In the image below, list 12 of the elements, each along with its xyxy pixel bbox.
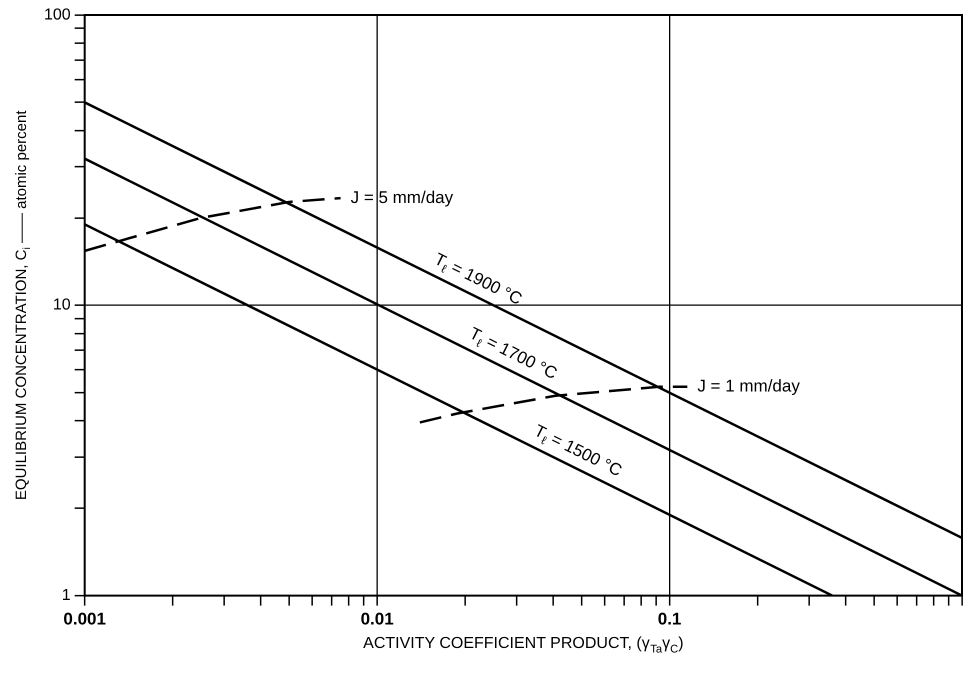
y-axis-title: EQUILIBRIUM CONCENTRATION, Ci —— atomic percent xyxy=(13,110,34,500)
x-tick-label: 0.01 xyxy=(360,609,394,628)
x-tick-label: 0.001 xyxy=(63,609,106,628)
text: Tℓ = 1900 °C xyxy=(431,249,526,309)
y-tick-label: 100 xyxy=(44,6,71,24)
series-label: J = 1 mm/day xyxy=(697,376,800,396)
y-tick-label: 1 xyxy=(62,587,71,604)
x-tick-label: 0.1 xyxy=(658,609,682,628)
text: Tℓ = 1500 °C xyxy=(531,420,625,480)
series-label: J = 5 mm/day xyxy=(350,188,454,207)
y-tick-label: 10 xyxy=(52,296,71,314)
text: Tℓ = 1700 °C xyxy=(466,324,560,384)
